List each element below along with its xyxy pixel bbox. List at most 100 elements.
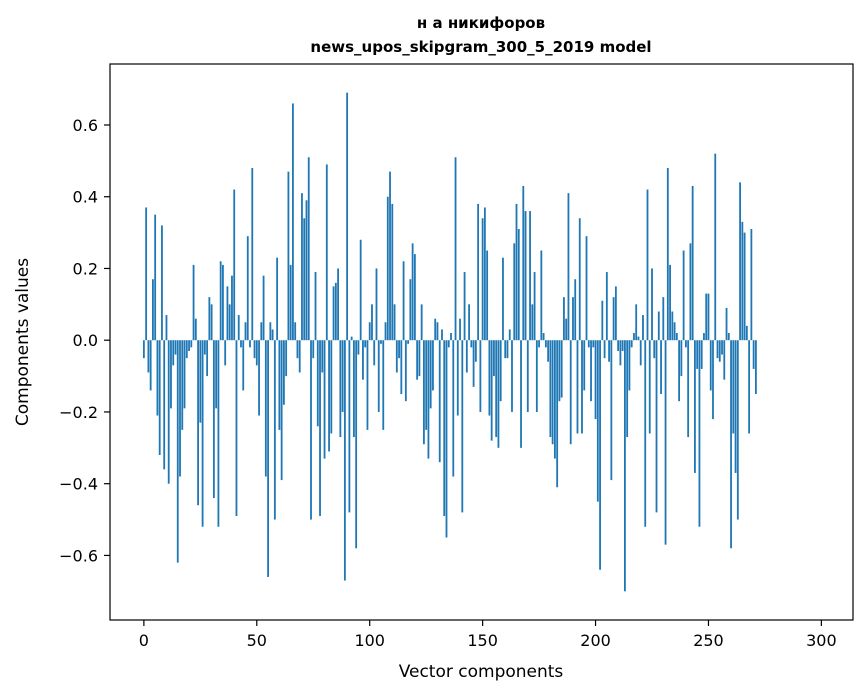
bar-154 [490, 340, 493, 441]
bar-106 [382, 340, 385, 430]
bar-74 [310, 340, 312, 520]
bar-237 [678, 340, 681, 402]
bar-28 [206, 340, 209, 377]
bar-254 [716, 340, 719, 359]
bar-170 [526, 340, 529, 412]
bar-69 [298, 340, 301, 373]
bar-123 [420, 304, 423, 341]
bar-66 [292, 103, 294, 341]
bar-113 [398, 340, 400, 359]
x-tick-label-50: 50 [247, 631, 267, 650]
bar-157 [497, 340, 500, 448]
bar-165 [515, 203, 518, 341]
bar-228 [657, 311, 660, 341]
bar-88 [341, 340, 344, 412]
bar-236 [675, 333, 678, 341]
bar-0 [142, 340, 145, 359]
bar-98 [364, 340, 367, 348]
bar-259 [727, 333, 730, 341]
bar-137 [452, 340, 455, 477]
bar-223 [646, 189, 649, 341]
bar-149 [479, 340, 482, 412]
bar-114 [400, 340, 403, 395]
bar-255 [718, 340, 721, 362]
x-tick-label-150: 150 [467, 631, 498, 650]
bar-145 [470, 340, 473, 348]
bar-128 [432, 340, 434, 391]
bar-261 [732, 340, 735, 434]
bar-138 [454, 157, 457, 341]
bar-166 [517, 229, 520, 341]
bar-18 [183, 340, 186, 409]
bar-65 [289, 264, 292, 341]
bar-44 [242, 340, 245, 391]
bar-100 [368, 322, 371, 341]
bar-136 [450, 333, 452, 341]
bar-54 [264, 340, 267, 477]
bar-35 [222, 264, 224, 341]
bar-8 [161, 225, 163, 341]
bar-115 [402, 261, 405, 341]
bar-196 [585, 236, 588, 341]
bar-174 [535, 340, 538, 412]
bar-56 [269, 322, 272, 341]
bar-105 [380, 340, 382, 344]
bar-55 [267, 340, 269, 577]
bar-232 [666, 168, 669, 341]
bar-133 [443, 340, 446, 516]
bar-48 [251, 168, 254, 341]
bar-92 [350, 336, 353, 341]
bar-190 [572, 297, 574, 341]
bar-77 [316, 340, 319, 427]
bar-93 [353, 340, 355, 438]
bar-240 [684, 340, 687, 348]
bar-132 [441, 329, 443, 341]
y-tick-label-1: −0.4 [59, 475, 98, 494]
bar-224 [648, 340, 651, 434]
x-tick-label-300: 300 [806, 631, 837, 650]
bar-21 [190, 340, 193, 348]
bar-161 [506, 340, 509, 359]
bar-233 [669, 264, 671, 341]
bar-118 [409, 279, 412, 341]
bar-260 [730, 340, 732, 549]
bar-182 [553, 340, 556, 459]
bar-34 [219, 261, 222, 341]
bar-9 [163, 340, 166, 470]
bar-186 [563, 297, 565, 341]
bar-125 [425, 340, 428, 430]
bar-45 [244, 322, 247, 341]
bar-63 [285, 340, 288, 377]
bar-227 [655, 340, 658, 513]
chart-subtitle: news_upos_skipgram_300_5_2019 model [310, 38, 651, 56]
bar-112 [395, 340, 398, 373]
bar-181 [551, 340, 554, 445]
bar-267 [745, 325, 748, 341]
bar-250 [707, 293, 710, 341]
bar-110 [391, 203, 394, 341]
bar-172 [531, 304, 534, 341]
bar-37 [226, 286, 229, 341]
bar-102 [373, 340, 376, 366]
y-tick-label-3: 0.0 [73, 331, 98, 350]
bar-239 [682, 250, 685, 341]
bar-225 [651, 268, 653, 341]
bar-1 [145, 207, 148, 341]
bar-40 [233, 189, 236, 341]
bar-266 [743, 232, 746, 341]
bar-168 [522, 185, 525, 341]
bar-120 [413, 254, 416, 341]
bar-73 [307, 157, 310, 341]
bar-244 [694, 340, 696, 473]
chart-title: н а никифоров [417, 14, 545, 32]
bar-80 [323, 340, 326, 459]
bars-group [142, 92, 757, 592]
bar-242 [689, 243, 692, 341]
bar-270 [752, 340, 755, 369]
bar-269 [750, 229, 753, 341]
bar-143 [465, 340, 468, 373]
bar-59 [276, 257, 279, 341]
bar-160 [504, 340, 507, 359]
bar-265 [741, 221, 744, 341]
